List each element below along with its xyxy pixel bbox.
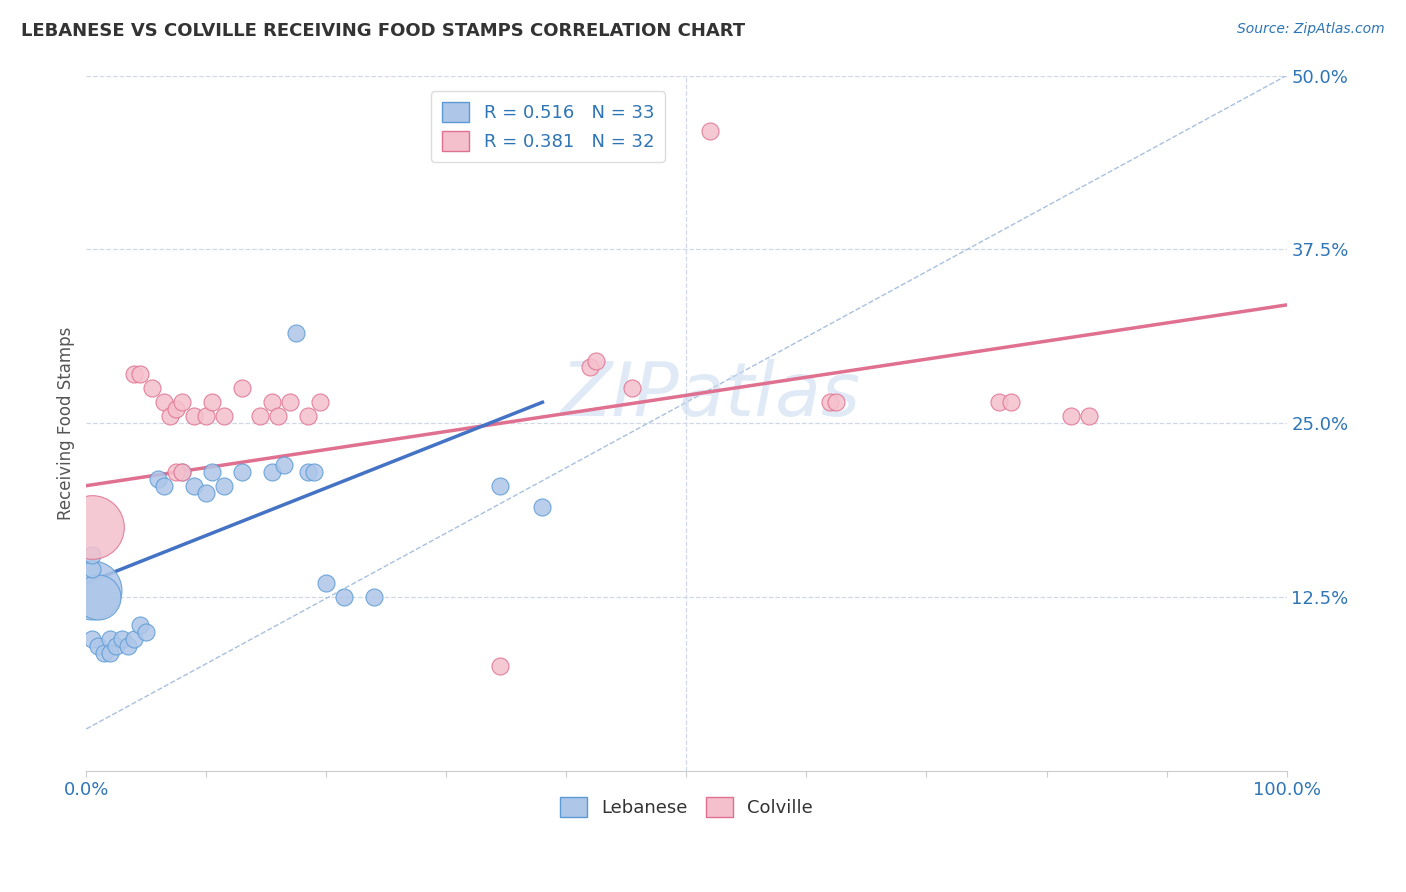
Point	[82, 632, 104, 646]
Point	[1000, 395, 1022, 409]
Point	[267, 409, 290, 424]
Legend: Lebanese, Colville: Lebanese, Colville	[553, 790, 820, 824]
Point	[87, 590, 110, 604]
Point	[82, 548, 104, 562]
Point	[165, 402, 187, 417]
Point	[231, 381, 253, 395]
Y-axis label: Receiving Food Stamps: Receiving Food Stamps	[58, 326, 75, 520]
Point	[165, 465, 187, 479]
Point	[172, 465, 194, 479]
Point	[699, 124, 721, 138]
Point	[153, 395, 176, 409]
Point	[93, 646, 115, 660]
Point	[82, 562, 104, 576]
Point	[214, 409, 236, 424]
Point	[201, 465, 224, 479]
Point	[262, 395, 284, 409]
Point	[304, 465, 326, 479]
Point	[153, 478, 176, 492]
Point	[124, 368, 146, 382]
Point	[820, 395, 842, 409]
Point	[531, 500, 554, 514]
Point	[87, 639, 110, 653]
Point	[262, 465, 284, 479]
Point	[135, 624, 157, 639]
Point	[141, 381, 163, 395]
Point	[129, 368, 152, 382]
Point	[825, 395, 848, 409]
Point	[249, 409, 271, 424]
Point	[195, 485, 218, 500]
Point	[117, 639, 139, 653]
Point	[148, 472, 170, 486]
Point	[285, 326, 308, 340]
Point	[98, 632, 121, 646]
Point	[82, 582, 104, 597]
Point	[159, 409, 181, 424]
Text: Source: ZipAtlas.com: Source: ZipAtlas.com	[1237, 22, 1385, 37]
Point	[98, 646, 121, 660]
Point	[579, 360, 602, 375]
Point	[82, 520, 104, 534]
Point	[195, 409, 218, 424]
Point	[280, 395, 302, 409]
Point	[231, 465, 253, 479]
Point	[183, 409, 205, 424]
Point	[214, 478, 236, 492]
Point	[183, 478, 205, 492]
Point	[172, 395, 194, 409]
Point	[172, 465, 194, 479]
Text: ZIPatlas: ZIPatlas	[561, 359, 860, 432]
Point	[1077, 409, 1099, 424]
Point	[309, 395, 332, 409]
Point	[105, 639, 128, 653]
Text: LEBANESE VS COLVILLE RECEIVING FOOD STAMPS CORRELATION CHART: LEBANESE VS COLVILLE RECEIVING FOOD STAM…	[21, 22, 745, 40]
Point	[363, 590, 385, 604]
Point	[315, 576, 337, 591]
Point	[201, 395, 224, 409]
Point	[273, 458, 295, 472]
Point	[129, 617, 152, 632]
Point	[585, 353, 607, 368]
Point	[111, 632, 134, 646]
Point	[621, 381, 644, 395]
Point	[297, 409, 319, 424]
Point	[333, 590, 356, 604]
Point	[297, 465, 319, 479]
Point	[489, 478, 512, 492]
Point	[987, 395, 1010, 409]
Point	[1059, 409, 1081, 424]
Point	[124, 632, 146, 646]
Point	[489, 659, 512, 673]
